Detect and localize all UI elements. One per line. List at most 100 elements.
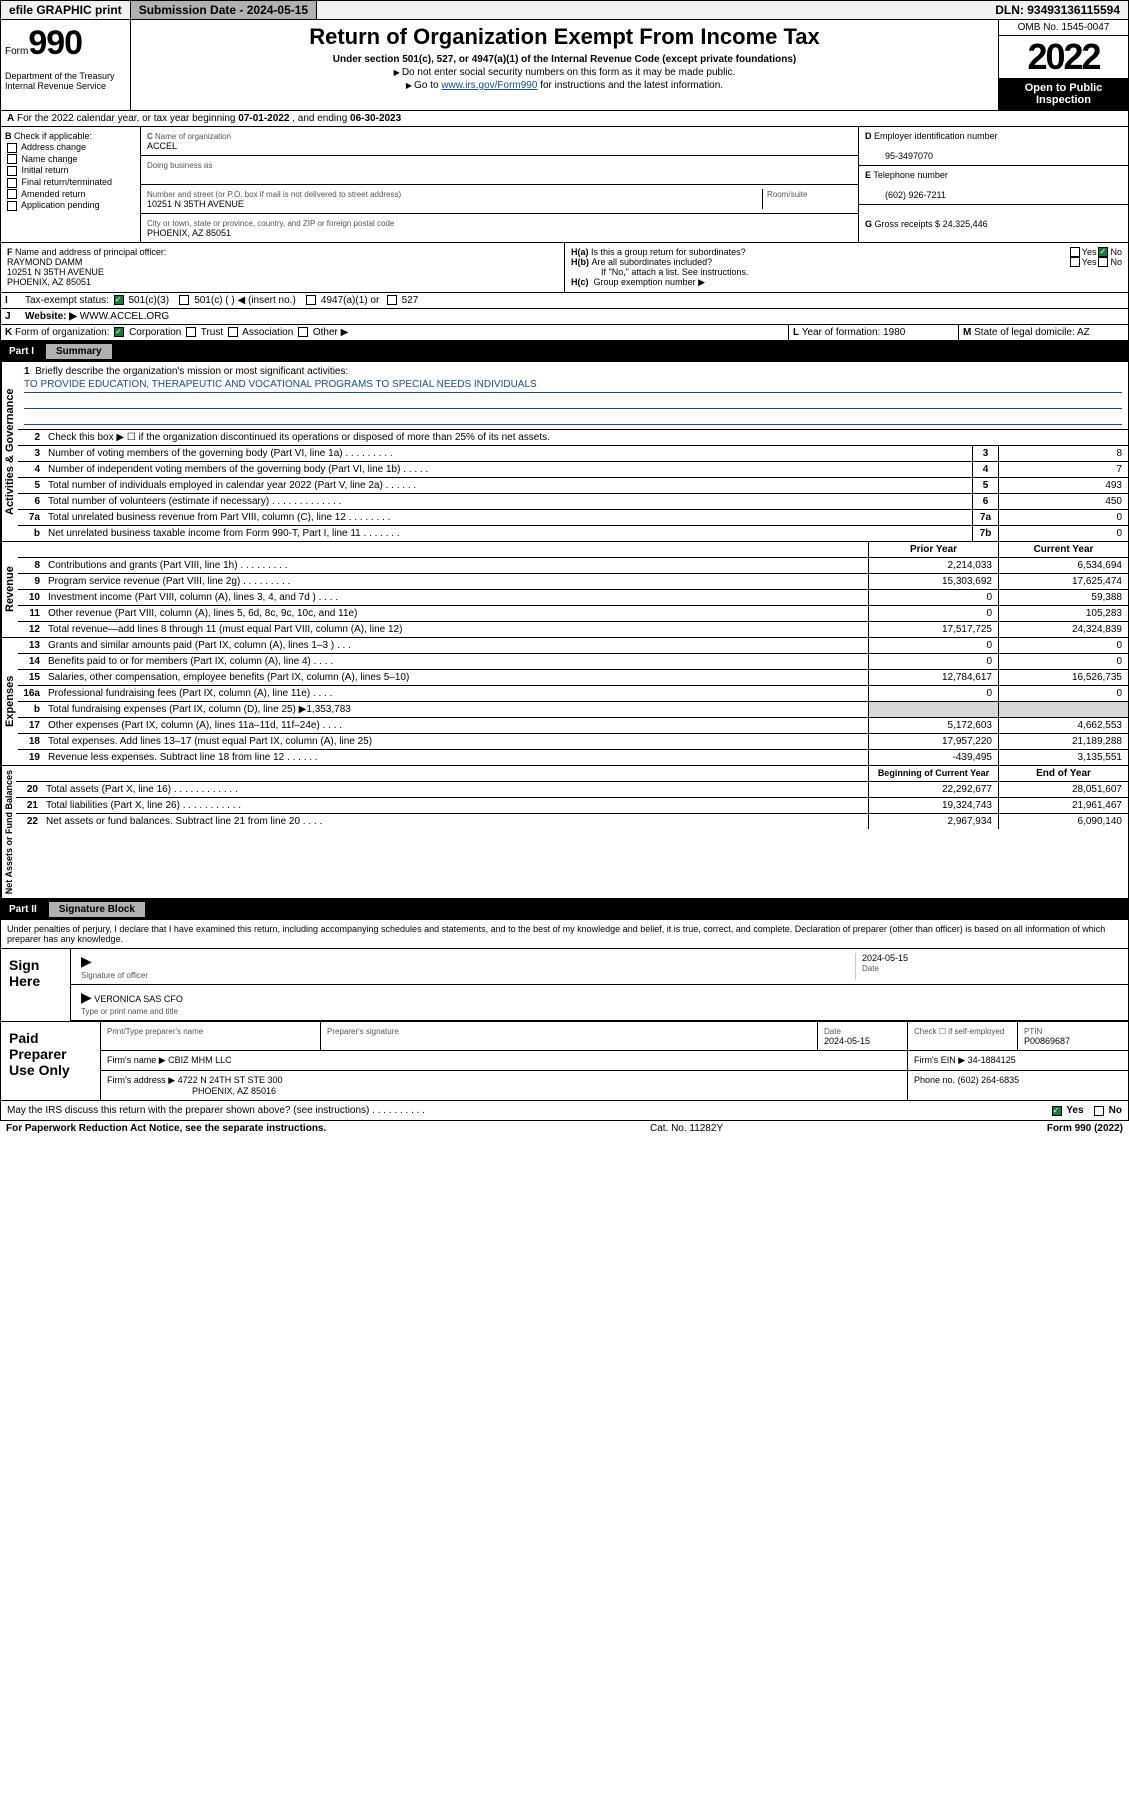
l8-prior: 2,214,033 [868,558,998,573]
ha-yes[interactable] [1070,247,1080,257]
line-21: 21Total liabilities (Part X, line 26) . … [16,798,1128,814]
arrow-icon [406,80,414,91]
street-label: Number and street (or P.O. box if mail i… [147,190,401,199]
opt-other: Other ▶ [313,327,348,338]
chk-other[interactable] [298,327,308,337]
l7b-desc: Net unrelated business taxable income fr… [44,526,972,541]
col-boy: Beginning of Current Year [868,766,998,781]
l15-desc: Salaries, other compensation, employee b… [44,670,868,685]
city: PHOENIX, AZ 85051 [147,228,231,238]
l18-curr: 21,189,288 [998,734,1128,749]
name-label: Type or print name and title [81,1007,178,1016]
arrow-icon [394,67,402,78]
l22-eoy: 6,090,140 [998,814,1128,829]
org-form-row: K Form of organization: Corporation Trus… [0,325,1129,341]
goto-post: for instructions and the latest informat… [537,80,723,91]
part1-num: Part I [9,346,34,357]
ty-end: 06-30-2023 [350,113,401,124]
no-label: No [1110,257,1122,267]
opt-527: 527 [402,295,419,306]
opt-trust: Trust [201,327,223,338]
k-label: Form of organization: [15,327,110,338]
chk-4947[interactable] [306,295,316,305]
l10-prior: 0 [868,590,998,605]
ptin-label: PTIN [1024,1027,1042,1036]
discuss-no[interactable] [1094,1106,1104,1116]
l12-desc: Total revenue—add lines 8 through 11 (mu… [44,622,868,637]
l18-desc: Total expenses. Add lines 13–17 (must eq… [44,734,868,749]
l18-prior: 17,957,220 [868,734,998,749]
phone-label: Telephone number [873,170,948,180]
year-formation: 1980 [883,327,905,338]
officer-group-row: F Name and address of principal officer:… [0,243,1129,293]
chk-address-change[interactable]: Address change [5,142,136,153]
submission-date: Submission Date - 2024-05-15 [131,1,317,19]
form-header: Form990 Department of the Treasury Inter… [0,20,1129,111]
l14-prior: 0 [868,654,998,669]
goto-pre: Go to [414,80,441,91]
hb-yes[interactable] [1070,257,1080,267]
sig-officer-label: Signature of officer [81,971,148,980]
line-11: 11Other revenue (Part VIII, column (A), … [18,606,1128,622]
l12-curr: 24,324,839 [998,622,1128,637]
line-12: 12Total revenue—add lines 8 through 11 (… [18,622,1128,637]
part2-title: Signature Block [49,902,145,917]
b-checkboxes: B Check if applicable: Address change Na… [1,127,141,242]
prep-date-hdr: Date [824,1027,841,1036]
chk-name-change[interactable]: Name change [5,154,136,165]
ha-label: Is this a group return for subordinates? [591,247,1068,257]
opt-assoc: Association [242,327,293,338]
chk-527[interactable] [387,295,397,305]
chk-amended-return[interactable]: Amended return [5,189,136,200]
officer-typed-name: VERONICA SAS CFO [94,994,183,1004]
efile-button[interactable]: efile GRAPHIC print [1,1,131,19]
chk-trust[interactable] [186,327,196,337]
dln-label: DLN: [995,3,1027,17]
l16a-desc: Professional fundraising fees (Part IX, … [44,686,868,701]
vlabel-exp: Expenses [1,638,18,765]
chk-501c[interactable] [179,295,189,305]
chk-corp[interactable] [114,327,124,337]
l3-val: 8 [998,446,1128,461]
l15-curr: 16,526,735 [998,670,1128,685]
inspection-notice: Open to Public Inspection [999,78,1128,110]
l7b-box: 7b [972,526,998,541]
l20-boy: 22,292,677 [868,782,998,797]
chk-initial-return[interactable]: Initial return [5,165,136,176]
col-headers: Prior YearCurrent Year [18,542,1128,558]
principal-officer: F Name and address of principal officer:… [1,243,564,292]
l6-desc: Total number of volunteers (estimate if … [44,494,972,509]
opt-501c: 501(c) ( ) ◀ (insert no.) [194,295,296,306]
ty-begin: 07-01-2022 [238,113,289,124]
self-employed: Check ☐ if self-employed [914,1027,1004,1036]
irs-link[interactable]: www.irs.gov/Form990 [441,80,537,91]
prep-date: 2024-05-15 [824,1036,870,1046]
chk-assoc[interactable] [228,327,238,337]
ha-no[interactable] [1098,247,1108,257]
l4-desc: Number of independent voting members of … [44,462,972,477]
opt-corp: Corporation [129,327,181,338]
discuss-yes[interactable] [1052,1106,1062,1116]
line-7b: bNet unrelated business taxable income f… [18,526,1128,541]
tax-year: 2022 [999,36,1128,78]
preparer-label: Paid Preparer Use Only [1,1022,101,1100]
a-mid: , and ending [289,113,350,124]
line-7a: 7aTotal unrelated business revenue from … [18,510,1128,526]
arrow-icon: ▶ [81,989,92,1005]
hb-no[interactable] [1098,257,1108,267]
firm-phone-label: Phone no. [914,1075,955,1085]
declaration-text: Under penalties of perjury, I declare th… [1,920,1128,948]
line-19: 19Revenue less expenses. Subtract line 1… [18,750,1128,765]
website-row: J Website: ▶ WWW.ACCEL.ORG [0,309,1129,325]
l17-desc: Other expenses (Part IX, column (A), lin… [44,718,868,733]
chk-501c3[interactable] [114,295,124,305]
discuss-q: May the IRS discuss this return with the… [7,1105,425,1116]
b-label: Check if applicable: [14,131,92,141]
chk-final-return[interactable]: Final return/terminated [5,177,136,188]
chk-application-pending[interactable]: Application pending [5,200,136,211]
line-13: 13Grants and similar amounts paid (Part … [18,638,1128,654]
l6-val: 450 [998,494,1128,509]
l7b-val: 0 [998,526,1128,541]
mission-blank [24,411,1122,425]
l9-desc: Program service revenue (Part VIII, line… [44,574,868,589]
